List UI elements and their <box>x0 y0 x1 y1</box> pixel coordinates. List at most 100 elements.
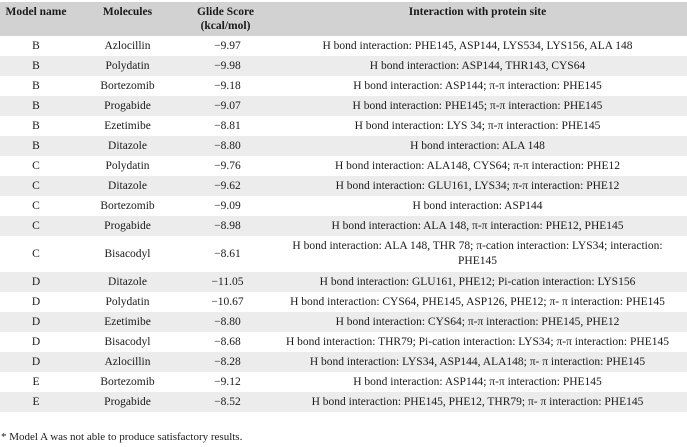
glide-score-cell: −8.81 <box>214 119 241 132</box>
glide-score-cell: −8.80 <box>214 315 241 328</box>
table-row: C Ditazole −9.62 H bond interaction: GLU161… <box>0 176 687 196</box>
model-cell: D <box>31 315 41 328</box>
interaction-cell: H bond interaction: ASP144, THR143, CYS6… <box>369 59 586 72</box>
glide-score-cell: −8.61 <box>214 247 241 260</box>
model-cell: C <box>32 159 40 172</box>
molecule-cell: Ezetimibe <box>104 315 151 328</box>
interaction-cell: H bond interaction: ALA 148, π-π interac… <box>331 219 624 232</box>
molecule-cell: Polydatin <box>105 295 150 308</box>
table-row: B Ezetimibe −8.81 H bond interaction: LYS 3… <box>0 116 687 136</box>
table-row: B Bortezomib −9.18 H bond interaction: ASP1… <box>0 76 687 96</box>
interaction-cell: H bond interaction: GLU161, PHE12; Pi-ca… <box>319 275 636 288</box>
molecule-cell: Bisacodyl <box>104 247 151 260</box>
glide-score-cell: −11.05 <box>211 275 244 288</box>
interaction-cell: H bond interaction: ASP144; π-π interact… <box>353 79 602 92</box>
molecule-cell: Bortezomib <box>100 79 155 92</box>
model-cell: C <box>32 247 40 260</box>
table-header: Model name Molecules Glide Score (kcal/m… <box>0 2 687 36</box>
model-cell: B <box>32 139 40 152</box>
model-cell: B <box>32 99 40 112</box>
interaction-cell: H bond interaction: CYS64; π-π interacti… <box>335 315 620 328</box>
glide-score-cell: −8.68 <box>214 335 241 348</box>
table-row: D Ditazole −11.05 H bond interaction: GLU16… <box>0 272 687 292</box>
table-row: B Polydatin −9.98 H bond interaction: ASP14… <box>0 56 687 76</box>
molecule-cell: Ditazole <box>108 179 147 192</box>
model-cell: B <box>32 79 40 92</box>
interaction-cell: H bond interaction: LYS 34; π-π interact… <box>354 119 601 132</box>
model-cell: B <box>32 119 40 132</box>
table-row: E Progabide −8.52 H bond interaction: PHE14… <box>0 392 687 412</box>
molecule-cell: Bortezomib <box>100 375 155 388</box>
table-row: C Bisacodyl −8.61 H bond interaction: ALA 1… <box>0 236 687 272</box>
glide-score-cell: −9.97 <box>214 39 241 52</box>
model-cell: E <box>32 395 40 408</box>
table-row: C Polydatin −9.76 H bond interaction: ALA14… <box>0 156 687 176</box>
header-interaction: Interaction with protein site <box>408 6 547 18</box>
glide-score-cell: −9.98 <box>214 59 241 72</box>
glide-score-cell: −9.09 <box>214 199 241 212</box>
glide-score-cell: −8.52 <box>214 395 241 408</box>
table-row: C Progabide −8.98 H bond interaction: ALA 1… <box>0 216 687 236</box>
header-glide-score: Glide Score (kcal/mol) <box>197 6 254 32</box>
glide-score-cell: −9.18 <box>214 79 241 92</box>
model-cell: B <box>32 39 40 52</box>
header-molecules: Molecules <box>102 6 153 18</box>
table-row: B Progabide −9.07 H bond interaction: PHE14… <box>0 96 687 116</box>
model-cell: D <box>31 355 41 368</box>
molecule-cell: Azlocillin <box>104 355 151 368</box>
table-row: D Polydatin −10.67 H bond interaction: CYS6… <box>0 292 687 312</box>
glide-score-cell: −9.07 <box>214 99 241 112</box>
model-cell: C <box>32 199 40 212</box>
interaction-cell: H bond interaction: ASP144; π-π interact… <box>353 375 602 388</box>
molecule-cell: Ditazole <box>108 139 147 152</box>
molecule-cell: Bortezomib <box>100 199 155 212</box>
docking-results-table: Model name Molecules Glide Score (kcal/m… <box>0 2 687 412</box>
interaction-cell: H bond interaction: THR79; Pi-cation int… <box>286 335 669 348</box>
interaction-cell: H bond interaction: ALA148, CYS64; π-π i… <box>334 159 621 172</box>
table-footnote: * Model A was not able to produce satisf… <box>1 431 243 443</box>
table-row: B Ditazole −8.80 H bond interaction: ALA 14… <box>0 136 687 156</box>
glide-score-cell: −9.76 <box>214 159 241 172</box>
glide-score-cell: −8.28 <box>214 355 241 368</box>
table-row: D Bisacodyl −8.68 H bond interaction: THR79… <box>0 332 687 352</box>
table-row: E Bortezomib −9.12 H bond interaction: ASP1… <box>0 372 687 392</box>
molecule-cell: Progabide <box>104 219 151 232</box>
header-model-name: Model name <box>5 6 67 18</box>
interaction-cell: H bond interaction: PHE145, ASP144, LYS5… <box>322 39 633 52</box>
molecule-cell: Ditazole <box>108 275 147 288</box>
model-cell: D <box>31 335 41 348</box>
molecule-cell: Polydatin <box>105 59 150 72</box>
interaction-cell: H bond interaction: PHE145, PHE12, THR79… <box>311 395 644 408</box>
interaction-cell: H bond interaction: ALA 148, THR 78; π-c… <box>292 240 663 267</box>
glide-score-cell: −9.12 <box>214 375 241 388</box>
molecule-cell: Ezetimibe <box>104 119 151 132</box>
molecule-cell: Polydatin <box>105 159 150 172</box>
molecule-cell: Azlocillin <box>104 39 151 52</box>
glide-score-cell: −8.98 <box>214 219 241 232</box>
glide-score-cell: −9.62 <box>214 179 241 192</box>
glide-score-cell: −10.67 <box>211 295 244 308</box>
molecule-cell: Progabide <box>104 395 151 408</box>
glide-score-cell: −8.80 <box>214 139 241 152</box>
model-cell: E <box>32 375 40 388</box>
interaction-cell: H bond interaction: ALA 148 <box>410 139 545 152</box>
header-row: Model name Molecules Glide Score (kcal/m… <box>0 2 687 36</box>
interaction-cell: H bond interaction: CYS64, PHE145, ASP12… <box>290 295 665 308</box>
model-cell: C <box>32 219 40 232</box>
model-cell: B <box>32 59 40 72</box>
interaction-cell: H bond interaction: PHE145; π-π interact… <box>352 99 603 112</box>
interaction-cell: H bond interaction: LYS34, ASP144, ALA14… <box>309 355 646 368</box>
interaction-cell: H bond interaction: GLU161, LYS34; π-π i… <box>335 179 620 192</box>
model-cell: D <box>31 275 41 288</box>
molecule-cell: Progabide <box>104 99 151 112</box>
table-body: B Azlocillin −9.97 H bond interaction: PHE1… <box>0 36 687 412</box>
interaction-cell: H bond interaction: ASP144 <box>412 199 543 212</box>
molecule-cell: Bisacodyl <box>104 335 151 348</box>
table-row: C Bortezomib −9.09 H bond interaction: ASP1… <box>0 196 687 216</box>
model-cell: C <box>32 179 40 192</box>
table-row: B Azlocillin −9.97 H bond interaction: PHE1… <box>0 36 687 56</box>
table-row: D Azlocillin −8.28 H bond interaction: LYS3… <box>0 352 687 372</box>
model-cell: D <box>31 295 41 308</box>
table-row: D Ezetimibe −8.80 H bond interaction: CYS64… <box>0 312 687 332</box>
